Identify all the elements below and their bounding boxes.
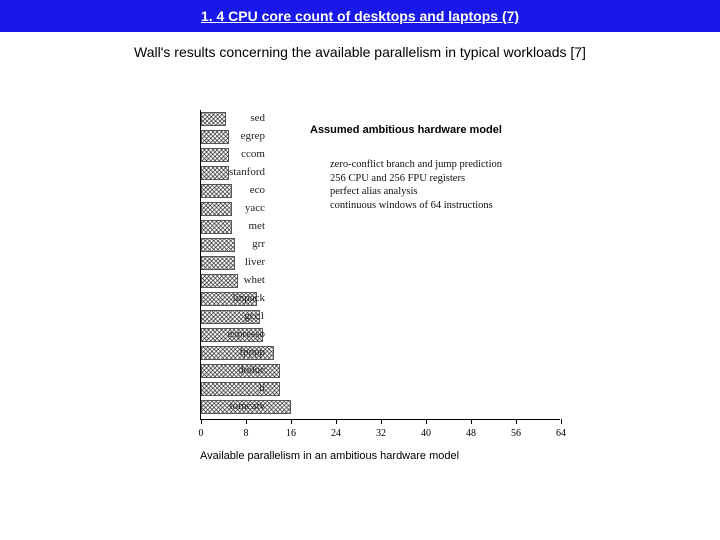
x-tick-label: 48 xyxy=(466,428,476,439)
x-tick xyxy=(516,419,517,424)
bar-label: espresso xyxy=(175,328,265,340)
bar-label: stanford xyxy=(175,166,265,178)
bar-label: yacc xyxy=(175,202,265,214)
bar-label: gcc1 xyxy=(175,310,265,322)
model-desc-line: 256 CPU and 256 FPU registers xyxy=(330,172,502,186)
x-tick xyxy=(291,419,292,424)
model-desc-line: perfect alias analysis xyxy=(330,185,502,199)
x-tick-label: 8 xyxy=(244,428,249,439)
bar-label: grr xyxy=(175,238,265,250)
x-tick xyxy=(471,419,472,424)
bar-label: eco xyxy=(175,184,265,196)
x-tick xyxy=(336,419,337,424)
bar-label: sed xyxy=(175,112,265,124)
bar-label: linpack xyxy=(175,292,265,304)
chart-plot-area: sedegrepccomstanfordecoyaccmetgrrliverwh… xyxy=(200,110,560,420)
x-tick-label: 0 xyxy=(199,428,204,439)
x-tick-label: 16 xyxy=(286,428,296,439)
x-tick-label: 64 xyxy=(556,428,566,439)
slide-subtitle: Wall's results concerning the available … xyxy=(0,44,720,60)
x-tick-label: 56 xyxy=(511,428,521,439)
bar-label: met xyxy=(175,220,265,232)
bar-label: doduc xyxy=(175,364,265,376)
slide-header: 1. 4 CPU core count of desktops and lapt… xyxy=(0,0,720,32)
x-tick xyxy=(561,419,562,424)
hardware-model-description: zero-conflict branch and jump prediction… xyxy=(330,158,502,213)
x-tick xyxy=(426,419,427,424)
bar-label: whet xyxy=(175,274,265,286)
slide-title: 1. 4 CPU core count of desktops and lapt… xyxy=(201,8,519,24)
model-desc-line: zero-conflict branch and jump prediction xyxy=(330,158,502,172)
model-desc-line: continuous windows of 64 instructions xyxy=(330,199,502,213)
chart-top-caption: Assumed ambitious hardware model xyxy=(310,124,502,136)
bar-label: liver xyxy=(175,256,265,268)
bar-label: fpppp xyxy=(175,346,265,358)
x-tick-label: 32 xyxy=(376,428,386,439)
x-tick xyxy=(381,419,382,424)
bar-label: ccom xyxy=(175,148,265,160)
parallelism-bar-chart: sed egrep ccom stanford eco yacc met grr liver wh… xyxy=(130,100,590,470)
x-tick xyxy=(201,419,202,424)
x-tick xyxy=(246,419,247,424)
bar-label: tomcatv xyxy=(175,400,265,412)
bar-label: li xyxy=(175,382,265,394)
x-tick-label: 40 xyxy=(421,428,431,439)
chart-bottom-caption: Available parallelism in an ambitious ha… xyxy=(200,450,459,462)
x-tick-label: 24 xyxy=(331,428,341,439)
bar-label: egrep xyxy=(175,130,265,142)
